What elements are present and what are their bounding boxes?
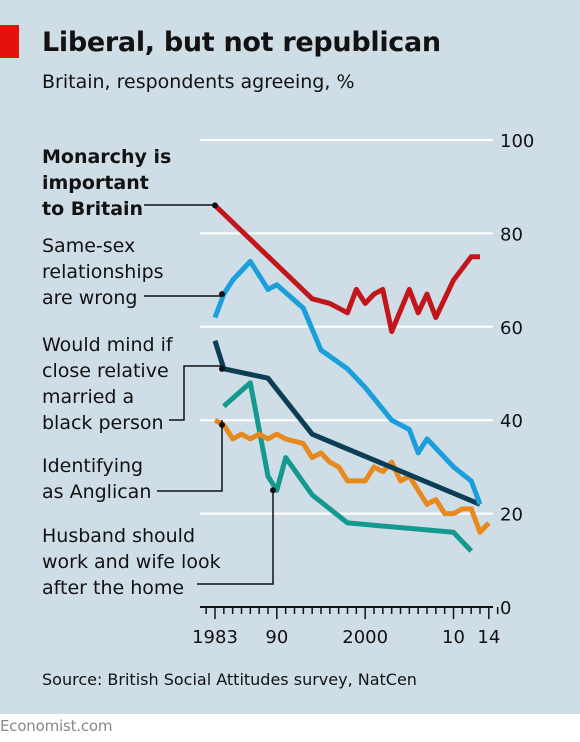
leader-dot-same-sex [219, 291, 225, 297]
leader-dot-mixed-marriage [219, 366, 225, 372]
series-label-same-sex: Same-sex [42, 235, 135, 257]
series-label-gender-roles: work and wife look [42, 551, 221, 573]
x-tick-label: 1983 [192, 627, 238, 648]
source-note: Source: British Social Attitudes survey,… [42, 670, 417, 689]
series-label-same-sex: are wrong [42, 287, 137, 309]
line-chart: 0 20 40 60 80 100 1983 90 2000 10 14 Monarchy is imp… [0, 0, 580, 714]
x-tick-label: 14 [477, 627, 500, 648]
leader-line-mixed-marriage [169, 366, 222, 420]
y-tick-label: 100 [500, 131, 534, 152]
series-label-monarchy: important [42, 172, 149, 194]
series-label-monarchy: to Britain [42, 198, 143, 220]
y-tick-label: 0 [500, 598, 511, 619]
series-label-mixed-marriage: married a [42, 386, 134, 408]
leader-dot-anglican [219, 422, 225, 428]
series-label-same-sex: relationships [42, 261, 164, 283]
series-line-same-sex [215, 261, 480, 504]
series-label-anglican: as Anglican [42, 481, 151, 503]
leader-dot-monarchy [212, 202, 218, 208]
series-label-gender-roles: Husband should [42, 525, 195, 547]
leader-dot-gender-roles [270, 487, 276, 493]
y-tick-label: 20 [500, 505, 523, 526]
y-tick-label: 40 [500, 411, 523, 432]
series-label-mixed-marriage: black person [42, 412, 164, 434]
chart-panel: Liberal, but not republican Britain, res… [0, 0, 580, 714]
y-tick-label: 80 [500, 224, 523, 245]
x-tick-label: 2000 [342, 627, 388, 648]
x-tick-label: 90 [265, 627, 288, 648]
series-label-monarchy: Monarchy is [42, 146, 171, 168]
publisher-credit: Economist.com [0, 717, 112, 735]
series-label-mixed-marriage: close relative [42, 360, 169, 382]
leader-line-anglican [157, 420, 222, 491]
series-line-gender-roles [224, 383, 471, 551]
series-label-gender-roles: after the home [42, 577, 184, 599]
series-label-anglican: Identifying [42, 455, 143, 477]
series-line-anglican [215, 420, 489, 532]
series-label-mixed-marriage: Would mind if [42, 334, 174, 356]
x-tick-label: 10 [442, 627, 465, 648]
y-tick-label: 60 [500, 318, 523, 339]
